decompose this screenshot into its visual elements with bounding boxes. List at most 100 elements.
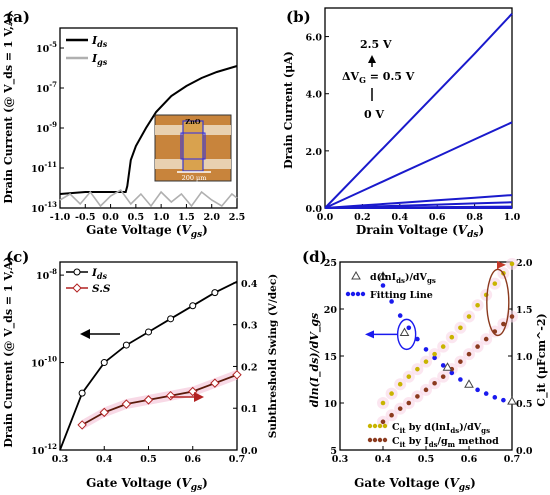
panel-d-cit-gm-dot [406,400,412,406]
panel-d-legend-marker [351,270,361,280]
panel-a-xtick-label: 1.0 [153,212,170,223]
panel-d-xtick-label: 0.6 [461,454,478,465]
panel-d-cit-gm-dot [389,412,394,418]
panel-d-cit-gm-dot [458,359,463,364]
panel-a-xtick-label: -0.5 [75,212,95,223]
panel-d-triangle-marker [442,362,453,371]
panel-a-xtick-label: 1.5 [178,212,195,223]
panel-d-cit-dlog-dot [466,314,472,319]
panel-b-ylabel: Drain Current (μA) [282,51,295,169]
red-arrow-icon [497,260,506,269]
panel-b-xtick-label: 0.6 [429,212,446,223]
panel-d-legend-dot [377,437,383,443]
panel-a-inset-active [180,132,206,160]
panel-c-ss-marker [77,420,87,430]
panel-d-cit-dlog-dot [475,302,480,308]
panel-a-ytick-label: 10-11 [31,160,57,175]
panel-b-ytick-label: 4.0 [305,90,322,101]
panel-a-inset-channel [182,120,204,172]
panel-d-fit-dot [380,283,386,288]
panel-d-ytick-left-label: 10 [324,399,338,410]
panel-d-fit-dot [458,377,463,382]
panel-c-ytick-right-label: 0.2 [241,362,258,373]
panel-d-legend-label: Cit by d(lnIds)/dVgs [392,422,490,435]
panel-d-legend-dot [350,291,356,297]
panel-d-fit-dot [501,397,506,403]
panel-c-ytick-left-label: 10-10 [31,355,57,370]
panel-d-ytick-left-label: 5 [330,446,337,457]
panel-d-legend-dot [360,291,366,297]
panel-d-ytick-left-label: 25 [324,258,337,269]
panel-d-ytick-right-label: 2.0 [516,258,533,269]
panel-d-triangle-marker [464,379,474,388]
panel-b-ytick-label: 2.0 [305,147,322,158]
panel-c-ss-band [82,369,237,430]
panel-d-legend-dot [377,423,383,429]
panel-c-xlabel: Gate Voltage (Vgs) [86,476,208,493]
panel-c-legend-marker [73,268,81,276]
panel-b-xtick-label: 0.8 [466,212,483,223]
panel-c-ids-marker [100,359,108,367]
panel-d-xtick-label: 0.5 [418,454,435,465]
panel-d-fit-dot [389,299,394,304]
panel-c-legend-marker [72,283,82,293]
panel-d-xtick-label: 0.7 [504,454,521,465]
panel-d-triangle-marker [378,271,388,280]
panel-d-ylabel-right: C_it (μFcm^-2) [535,313,549,406]
panel-c-xtick-label: 0.5 [140,454,157,465]
panel-d-fit-dot [440,363,446,368]
panel-d-ylabel-left: dln(I_ds)/dV_gs [308,313,322,407]
panel-a-ytick-label: 10-9 [36,120,57,135]
panel-b-curve [324,194,513,209]
panel-b-annot-bottom: 0 V [364,108,384,121]
panel-d-legend-dot [382,437,388,443]
panel-d-cit-gm-dot [415,394,420,399]
panel-d-fit-dot [449,370,455,376]
panel-d-fit-dot [423,347,429,352]
panel-d-cit-dlog-dot [423,359,429,364]
panel-b-xtick-label: 0.2 [354,212,371,223]
panel-d-legend-label: d(lnIds)/dVgs [370,272,436,285]
panel-c-ids-marker [122,341,130,349]
panel-c-xtick-label: 0.4 [96,454,113,465]
panel-d-cit-gm-dot [475,344,480,349]
panel-b-tag: (b) [286,8,311,26]
panel-d-legend-dot [345,291,351,297]
panel-a-inset-label: ZnO [185,118,200,126]
panel-d-legend-label: Fitting Line [370,290,433,301]
panel-c-legend-label: Ids [91,267,108,281]
panel-c-ss-marker [99,407,109,418]
panel-a-xtick-label: 2.5 [229,212,246,223]
panel-d-ytick-left-label: 15 [324,352,337,363]
panel-b-annot-top: 2.5 V [360,38,392,51]
panel-d-cit-dlog-dot [432,351,437,357]
panel-d-xlabel: Gate Voltage (Vgs) [354,476,476,493]
panel-d-cit-gm-dot [380,419,386,425]
panel-c-ids-marker [145,328,152,336]
panel-a-legend-label: Igs [91,52,108,67]
panel-d-fit-dot [415,336,420,342]
panel-c-ids-marker [211,289,219,297]
panel-c-ytick-left-label: 10-8 [36,267,57,282]
panel-c-ids-marker [78,389,86,397]
panel-d-cit-dlog-dot [389,391,394,396]
panel-d-ytick-right-label: 0.0 [516,446,533,457]
panel-a-xtick-label: 0.5 [128,212,145,223]
up-arrow-icon [368,55,376,63]
panel-d-cit-gm-dot [423,387,429,393]
panel-d-cit-gm-dot [466,351,472,357]
panel-a-ids-line [59,65,238,195]
panel-c-ytick-right-label: 0.3 [241,321,258,332]
panel-d-legend-dot [355,291,361,297]
panel-c-ytick-right-label: 0.4 [241,279,258,290]
panel-c-legend-label: S.S [92,283,111,295]
panel-d-legend-dot [372,437,378,443]
panel-c-ytick-right-label: 0.0 [241,446,258,457]
panel-d-ytick-left-label: 20 [324,305,338,316]
panel-d-triangle-marker [399,327,410,336]
panel-d-triangle-marker [507,396,517,405]
panel-b-xtick-label: 1.0 [504,212,521,223]
panel-d-tag: (d) [302,248,327,266]
panel-a-xtick-label: 2.0 [203,212,220,223]
